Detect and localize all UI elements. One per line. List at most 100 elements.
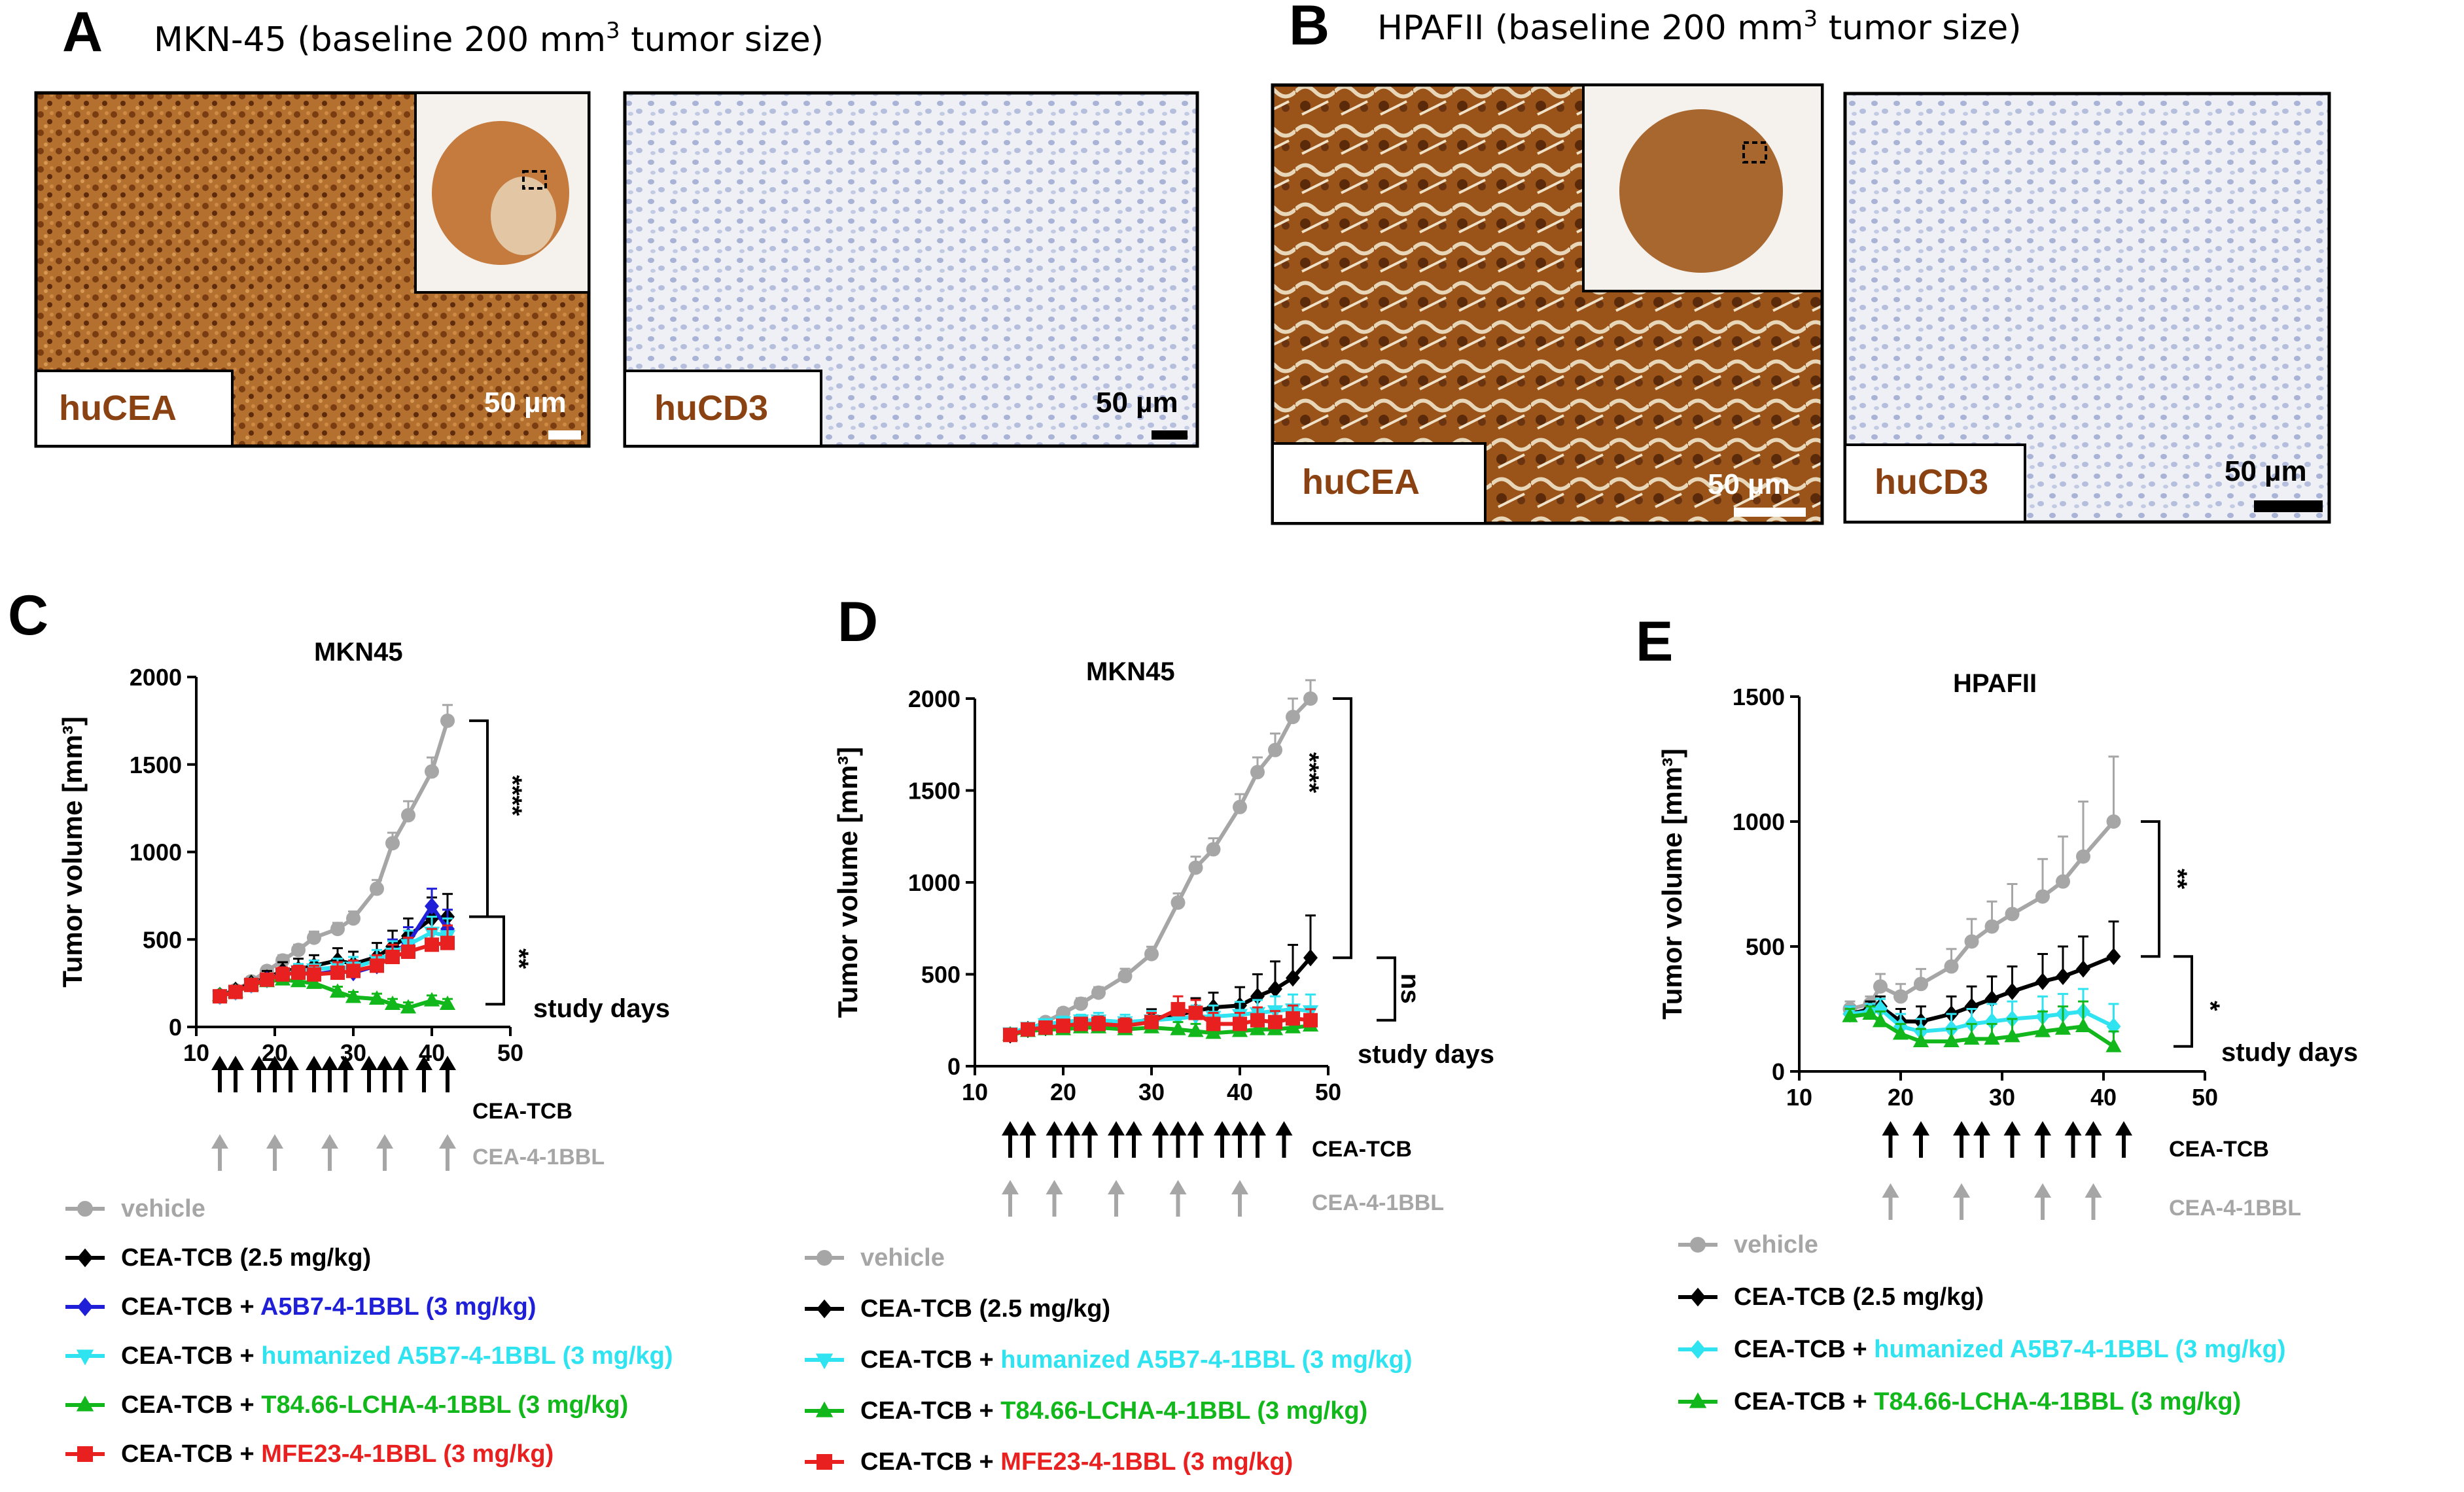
data-point (401, 944, 415, 959)
arrow-head-cea-4-1bbl (439, 1134, 456, 1149)
legend-marker (77, 1201, 93, 1217)
arrow-head-cea-tcb (415, 1056, 432, 1070)
data-point (346, 963, 361, 979)
legend-label: CEA-TCB + humanized A5B7-4-1BBL (3 mg/kg… (1734, 1336, 2286, 1363)
data-point (307, 967, 321, 982)
legend-label-prefix: CEA-TCB + (121, 1440, 261, 1468)
data-point (1250, 1013, 1265, 1028)
panel-e-arrow-label-bbl: CEA-4-1BBL (2169, 1196, 2301, 1221)
series-vehicle (1842, 755, 2121, 1016)
legend-label: CEA-TCB (2.5 mg/kg) (1734, 1283, 1984, 1311)
arrow-head-cea-4-1bbl (1046, 1180, 1063, 1194)
panel-a: A MKN-45 (baseline 200 mm3 tumor size) h… (34, 1, 1199, 448)
panel-b-inset-tissue (1619, 109, 1783, 273)
panel-e-arrow-label-tcb: CEA-TCB (2169, 1137, 2269, 1162)
data-point (425, 764, 439, 779)
legend-label: vehicle (121, 1195, 205, 1223)
legend-marker (1690, 1287, 1706, 1307)
data-point (440, 713, 455, 728)
arrow-head-cea-tcb (337, 1056, 354, 1070)
x-tick-label: 40 (1227, 1079, 1253, 1105)
arrow-head-cea-tcb (1108, 1121, 1125, 1136)
arrow-head-cea-tcb (1152, 1121, 1169, 1136)
panel-b-letter: B (1289, 0, 1329, 57)
y-tick-label: 500 (143, 926, 182, 953)
arrow-head-cea-tcb (1046, 1121, 1063, 1136)
x-tick-label: 40 (2090, 1084, 2117, 1111)
data-point (228, 984, 243, 999)
data-point (2106, 814, 2121, 829)
data-point (1984, 990, 1999, 1008)
x-axis-label: study days (533, 994, 670, 1023)
significance-bracket (2141, 820, 2160, 958)
data-point (330, 922, 345, 937)
arrow-head-cea-tcb (211, 1056, 228, 1070)
panel-a-title-sup: 3 (606, 18, 620, 44)
x-tick-label: 50 (2192, 1084, 2218, 1111)
legend-label-prefix: CEA-TCB + (860, 1346, 1000, 1374)
y-axis-label: Tumor volume [mm³] (57, 716, 88, 988)
panel-b-title-main: HPAFII (baseline 200 mm (1377, 9, 1804, 48)
data-point (1003, 1028, 1017, 1043)
legend-panel-e: vehicle CEA-TCB (2.5 mg/kg) CEA-TCB + huma… (1678, 1231, 2286, 1415)
data-point (1021, 1022, 1035, 1037)
x-axis-label: study days (1358, 1040, 1494, 1069)
panel-e-sig-bottom: * (2196, 1001, 2225, 1011)
data-point (307, 930, 321, 945)
panel-d-arrow-label-tcb: CEA-TCB (1312, 1137, 1412, 1162)
x-tick-label: 30 (1138, 1079, 1165, 1105)
legend-entry: CEA-TCB + MFE23-4-1BBL (3 mg/kg) (65, 1440, 554, 1468)
legend-label-suffix: A5B7-4-1BBL (3 mg/kg) (260, 1293, 537, 1321)
data-point (1893, 989, 1908, 1004)
legend-marker (815, 1401, 834, 1417)
x-tick-label: 50 (1315, 1079, 1341, 1105)
data-point (2005, 982, 2020, 1000)
data-point (275, 967, 290, 982)
legend-entry: CEA-TCB (2.5 mg/kg) (805, 1295, 1110, 1323)
dosing-arrows (1882, 1121, 2132, 1220)
legend-label-prefix: CEA-TCB + (1734, 1388, 1874, 1415)
data-point (1984, 919, 1999, 934)
legend-label-prefix: CEA-TCB + (121, 1342, 261, 1370)
panel-b-inset-roi (1742, 141, 1767, 164)
data-point (306, 974, 323, 989)
data-point (1074, 996, 1088, 1011)
y-tick-label: 0 (947, 1053, 960, 1080)
y-axis-label: Tumor volume [mm³] (1657, 748, 1687, 1020)
panel-a-scalebar1 (548, 430, 581, 440)
data-point (1170, 895, 1186, 910)
arrow-head-cea-tcb (306, 1056, 323, 1070)
data-point (1286, 1011, 1300, 1026)
arrow-head-cea-tcb (1187, 1121, 1205, 1136)
panel-d-sig-top: **** (1295, 752, 1324, 793)
data-point (1144, 1015, 1159, 1030)
legend-label-prefix: CEA-TCB + (121, 1391, 261, 1419)
data-point (425, 897, 439, 915)
legend-label-prefix: CEA-TCB + (860, 1448, 1000, 1476)
data-point (1303, 949, 1318, 967)
data-point (400, 999, 417, 1014)
data-point (385, 950, 400, 964)
data-point (2056, 967, 2070, 986)
x-tick-label: 10 (183, 1039, 209, 1066)
data-point (2005, 907, 2020, 922)
data-point (1268, 742, 1282, 757)
panel-e-sig-top: ** (2163, 869, 2192, 890)
data-point (290, 973, 307, 988)
data-point (1038, 1020, 1053, 1035)
legend-marker (817, 1250, 832, 1266)
panel-a-letter: A (62, 1, 103, 63)
data-point (1056, 1018, 1070, 1033)
arrow-head-cea-tcb (1912, 1121, 1929, 1136)
panel-d-sig-bottom: ns (1396, 973, 1424, 1004)
y-tick-label: 1000 (908, 869, 960, 896)
data-point (423, 992, 440, 1007)
panel-b-scale1: 50 µm (1708, 468, 1790, 500)
arrow-head-cea-4-1bbl (211, 1134, 228, 1149)
significance-bracket (1377, 956, 1396, 1022)
y-tick-label: 1500 (908, 778, 960, 805)
panel-b-scalebar2 (2254, 500, 2323, 512)
chart-title: MKN45 (1086, 657, 1175, 686)
